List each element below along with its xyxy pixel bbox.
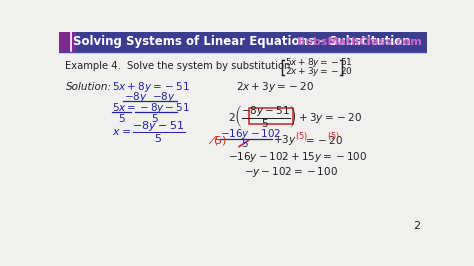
Text: $5$: $5$ [241, 137, 249, 149]
Text: BobsMathClass.com: BobsMathClass.com [297, 37, 422, 47]
Text: Example 4.  Solve the system by substitution:: Example 4. Solve the system by substitut… [65, 61, 294, 71]
Text: $2x + 3y = -20$: $2x + 3y = -20$ [236, 80, 314, 94]
Text: $(5)$: $(5)$ [295, 130, 308, 142]
Text: Solving Systems of Linear Equations – Substitution: Solving Systems of Linear Equations – Su… [73, 35, 410, 48]
Text: $(\!\not\!5)$: $(\!\not\!5)$ [208, 133, 227, 147]
Text: $5x = -8y - 51$: $5x = -8y - 51$ [112, 101, 190, 115]
Text: $-16y - 102 + 15y = -100$: $-16y - 102 + 15y = -100$ [228, 151, 367, 164]
Text: $x = \dfrac{-8y - 51}{5}$: $x = \dfrac{-8y - 51}{5}$ [112, 119, 185, 145]
Text: $2\left(\dfrac{-8y-51}{5}\right) + 3y = -20$: $2\left(\dfrac{-8y-51}{5}\right) + 3y = … [228, 103, 362, 130]
Text: $5$: $5$ [152, 112, 159, 124]
Text: $-y - 102 = -100$: $-y - 102 = -100$ [244, 165, 337, 179]
Text: Solution:: Solution: [65, 82, 111, 92]
Bar [59, 32, 427, 52]
Text: $5x + 8y = -51$: $5x + 8y = -51$ [112, 80, 190, 94]
Bar [59, 32, 76, 52]
Text: $5x + 8y = -51$: $5x + 8y = -51$ [285, 56, 353, 69]
Text: $-16y - 102$: $-16y - 102$ [220, 127, 282, 141]
Text: $-8y$: $-8y$ [124, 90, 148, 103]
Text: $5$: $5$ [118, 112, 126, 124]
Text: $-8y$: $-8y$ [152, 90, 176, 103]
Text: 2: 2 [413, 221, 420, 231]
Text: $= -20$: $= -20$ [303, 134, 343, 146]
Text: $(5)$: $(5)$ [327, 130, 340, 142]
Text: $+ 3y$: $+ 3y$ [273, 133, 297, 147]
Text: $2x + 3y = -20$: $2x + 3y = -20$ [285, 65, 353, 78]
